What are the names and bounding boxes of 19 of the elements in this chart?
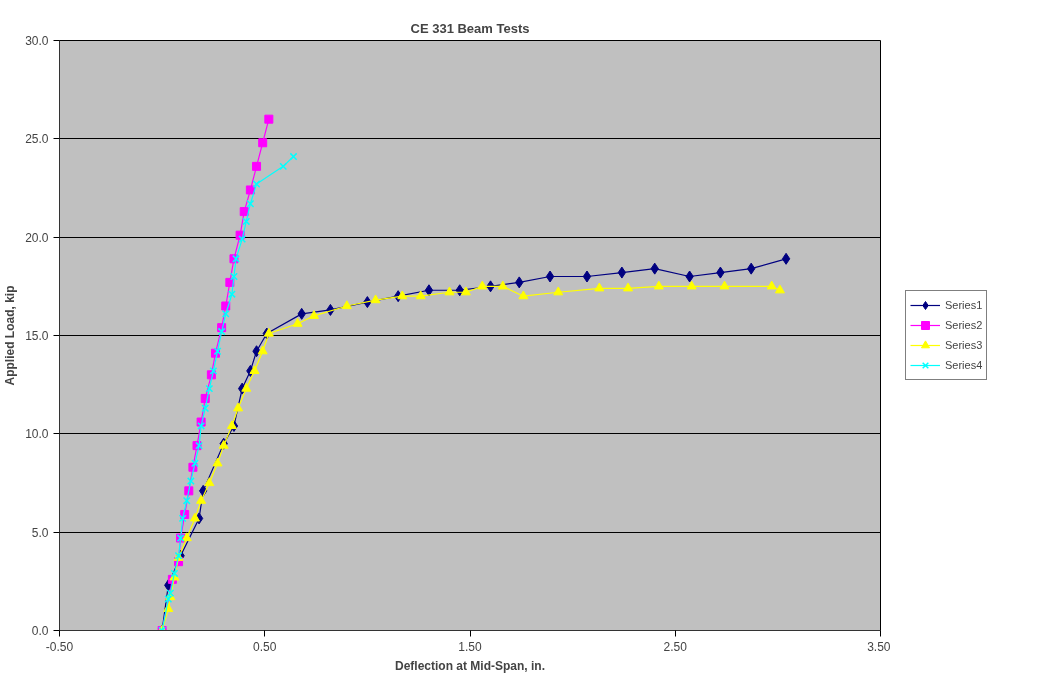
y-tick-label: 5.0 xyxy=(31,525,49,540)
legend-label: Series3 xyxy=(945,339,983,351)
legend-label: Series1 xyxy=(945,299,983,311)
y-tick-label: 20.0 xyxy=(25,230,49,245)
x-tick-label: 0.50 xyxy=(253,639,277,654)
x-tick-label: 1.50 xyxy=(458,639,482,654)
x-tick-label: 3.50 xyxy=(867,639,891,654)
y-tick-label: 15.0 xyxy=(25,329,49,343)
y-tick-label: 30.0 xyxy=(25,34,49,48)
legend-label: Series2 xyxy=(945,319,983,331)
y-tick-label: 0.0 xyxy=(31,624,49,638)
x-axis-title: Deflection at Mid-Span, in. xyxy=(395,658,546,673)
chart-title: CE 331 Beam Tests xyxy=(410,20,530,36)
y-axis-title: Applied Load, kip xyxy=(3,285,18,386)
x-tick-label: -0.50 xyxy=(45,639,74,654)
y-tick-label: 25.0 xyxy=(25,132,49,147)
x-tick-label: 2.50 xyxy=(663,639,688,654)
y-tick-label: 10.0 xyxy=(25,427,49,442)
legend-label: Series4 xyxy=(945,359,983,371)
